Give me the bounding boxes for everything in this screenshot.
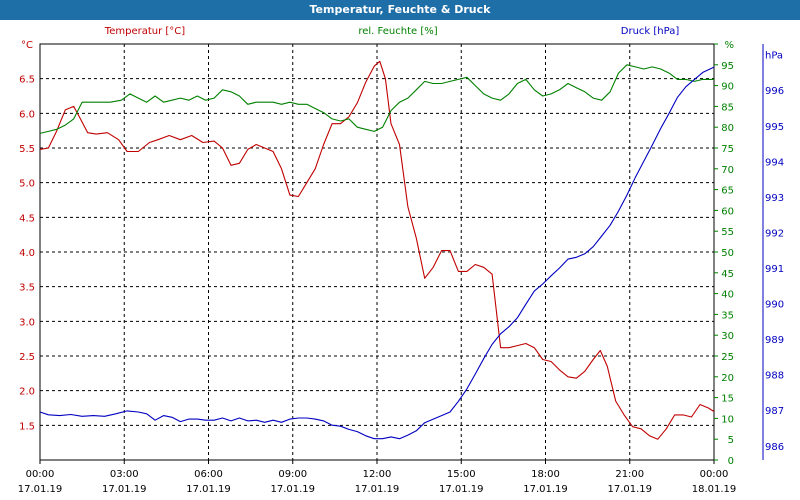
humidity-tick-label: 10 <box>721 414 734 425</box>
temperature-tick-label: 5.0 <box>19 179 35 190</box>
x-tick-date: 17.01.19 <box>439 484 484 495</box>
pressure-tick-label: hPa <box>765 51 783 62</box>
temperature-tick-label: 4.0 <box>19 248 35 259</box>
temperature-tick-label: 2.0 <box>19 387 35 398</box>
humidity-tick-label: % <box>724 40 734 51</box>
humidity-tick-label: 15 <box>721 394 734 405</box>
x-tick-time: 21:00 <box>615 469 644 480</box>
x-tick-time: 12:00 <box>363 469 392 480</box>
humidity-tick-label: 75 <box>721 144 734 155</box>
humidity-tick-label: 0 <box>728 456 734 467</box>
humidity-tick-label: 80 <box>721 123 734 134</box>
pressure-legend-label: Druck [hPa] <box>621 26 680 37</box>
x-tick-time: 03:00 <box>110 469 139 480</box>
x-tick-time: 18:00 <box>531 469 560 480</box>
x-tick-date: 18.01.19 <box>692 484 737 495</box>
humidity-tick-label: 50 <box>721 248 734 259</box>
humidity-legend-label: rel. Feuchte [%] <box>358 26 437 37</box>
temperature-tick-label: 2.5 <box>19 352 35 363</box>
pressure-tick-label: 986 <box>765 442 784 453</box>
humidity-tick-label: 85 <box>721 102 734 113</box>
temperature-unit-label: °C <box>21 40 33 51</box>
humidity-tick-label: 55 <box>721 227 734 238</box>
humidity-tick-label: 30 <box>721 331 734 342</box>
temperature-tick-label: 5.5 <box>19 144 35 155</box>
pressure-tick-label: 994 <box>765 157 784 168</box>
humidity-tick-label: 40 <box>721 290 734 301</box>
temperature-tick-label: 6.0 <box>19 109 35 120</box>
x-tick-time: 00:00 <box>26 469 55 480</box>
series-lines <box>39 60 715 440</box>
x-tick-time: 09:00 <box>278 469 307 480</box>
x-tick-time: 15:00 <box>447 469 476 480</box>
x-tick-date: 17.01.19 <box>270 484 315 495</box>
temperature-tick-label: 6.5 <box>19 75 35 86</box>
temperature-tick-label: 4.5 <box>19 213 35 224</box>
x-tick-date: 17.01.19 <box>18 484 63 495</box>
temperature-tick-label: 3.0 <box>19 317 35 328</box>
humidity-tick-label: 70 <box>721 165 734 176</box>
grid <box>39 43 718 464</box>
humidity-series-line <box>39 64 714 134</box>
window-title: Temperatur, Feuchte & Druck <box>0 0 800 20</box>
x-tick-date: 17.01.19 <box>102 484 147 495</box>
humidity-tick-label: 60 <box>721 206 734 217</box>
humidity-tick-label: 90 <box>721 82 734 93</box>
pressure-tick-label: 993 <box>765 193 784 204</box>
x-tick-time: 06:00 <box>194 469 223 480</box>
humidity-tick-label: 35 <box>721 310 734 321</box>
temperature-tick-label: 1.5 <box>19 421 35 432</box>
weather-chart: 00:00 17.01.19 03:00 17.01.19 06:00 17.01.19 0… <box>18 26 784 495</box>
temperature-legend-label: Temperatur [°C] <box>104 26 185 37</box>
axis-labels: 00:00 17.01.19 03:00 17.01.19 06:00 17.01.19 0… <box>18 26 784 495</box>
humidity-tick-label: 45 <box>721 269 734 280</box>
pressure-tick-label: 989 <box>765 335 784 346</box>
pressure-tick-label: 991 <box>765 264 784 275</box>
humidity-tick-label: 5 <box>728 435 734 446</box>
x-tick-date: 17.01.19 <box>607 484 652 495</box>
pressure-tick-label: 996 <box>765 86 784 97</box>
x-tick-date: 17.01.19 <box>355 484 400 495</box>
pressure-series-line <box>39 66 715 440</box>
humidity-tick-label: 25 <box>721 352 734 363</box>
pressure-tick-label: 995 <box>765 122 784 133</box>
x-tick-date: 17.01.19 <box>523 484 568 495</box>
humidity-tick-label: 20 <box>721 373 734 384</box>
pressure-tick-label: 987 <box>765 406 784 417</box>
temperature-tick-label: 3.5 <box>19 283 35 294</box>
temperature-series-line <box>39 60 715 440</box>
humidity-tick-label: 95 <box>721 61 734 72</box>
humidity-tick-label: 65 <box>721 186 734 197</box>
pressure-tick-label: 992 <box>765 228 784 239</box>
x-tick-time: 00:00 <box>700 469 729 480</box>
pressure-tick-label: 988 <box>765 371 784 382</box>
pressure-tick-label: 990 <box>765 300 784 311</box>
x-tick-date: 17.01.19 <box>186 484 231 495</box>
